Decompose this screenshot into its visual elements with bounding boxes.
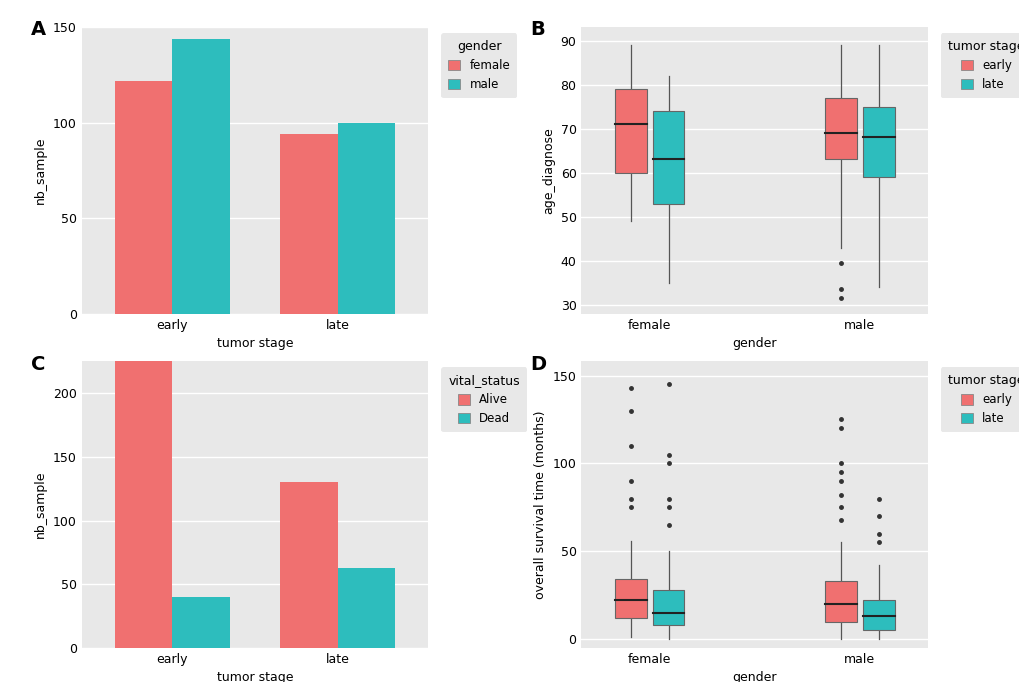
Bar [652, 590, 684, 625]
Bar [114, 80, 172, 314]
Legend: early, late: early, late [941, 368, 1019, 432]
Bar [614, 89, 646, 173]
Bar [337, 123, 395, 314]
Bar [862, 600, 894, 630]
X-axis label: tumor stage: tumor stage [217, 671, 293, 682]
X-axis label: gender: gender [732, 671, 776, 682]
Bar [114, 361, 172, 648]
Bar [279, 134, 337, 314]
Text: D: D [530, 355, 546, 374]
X-axis label: tumor stage: tumor stage [217, 337, 293, 350]
Bar [614, 580, 646, 618]
Bar [652, 111, 684, 203]
Text: A: A [31, 20, 46, 40]
Bar [172, 39, 230, 314]
Bar [279, 482, 337, 648]
Bar [824, 98, 856, 160]
Legend: early, late: early, late [941, 33, 1019, 98]
Legend: Alive, Dead: Alive, Dead [441, 368, 527, 432]
Legend: female, male: female, male [441, 33, 517, 98]
Text: B: B [530, 20, 544, 40]
Bar [862, 106, 894, 177]
Bar [337, 567, 395, 648]
Bar [824, 581, 856, 621]
Text: C: C [31, 355, 45, 374]
Bar [172, 597, 230, 648]
Y-axis label: nb_sample: nb_sample [35, 137, 47, 204]
X-axis label: gender: gender [732, 337, 776, 350]
Y-axis label: overall survival time (months): overall survival time (months) [534, 411, 546, 599]
Y-axis label: age_diagnose: age_diagnose [541, 127, 554, 214]
Y-axis label: nb_sample: nb_sample [35, 471, 47, 538]
